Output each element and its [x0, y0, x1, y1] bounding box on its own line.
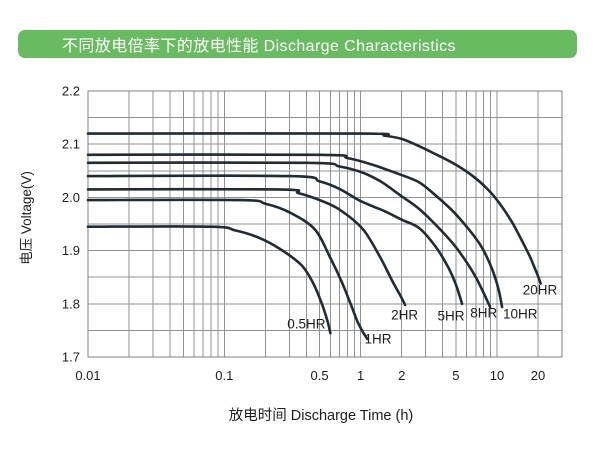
y-axis-title: 电压 Voltage(V) [19, 171, 34, 265]
curve-label-1HR: 1HR [364, 331, 391, 346]
chart-title-banner: 不同放电倍率下的放电性能 Discharge Characteristics [18, 30, 577, 58]
curve-label-2HR: 2HR [391, 308, 418, 323]
x-tick-label: 5 [452, 368, 459, 383]
x-tick-label: 0.1 [215, 368, 233, 383]
y-tick-label: 1.8 [62, 296, 80, 311]
curve-5HR [86, 174, 464, 306]
curve-label-5HR: 5HR [437, 309, 464, 324]
y-tick-label: 2.0 [62, 190, 80, 205]
curve-1HR [86, 198, 369, 341]
x-tick-label: 1 [357, 368, 364, 383]
x-tick-label: 0.01 [75, 368, 100, 383]
curve-10HR [86, 153, 504, 309]
x-axis-title: 放电时间 Discharge Time (h) [229, 407, 414, 424]
x-tick-label: 2 [398, 368, 405, 383]
curve-20HR [86, 132, 542, 285]
y-tick-label: 1.9 [62, 243, 80, 258]
curve-8HR [86, 161, 492, 309]
curve-label-8HR: 8HR [470, 305, 497, 320]
curve-label-0.5HR: 0.5HR [287, 317, 326, 332]
y-tick-label: 2.1 [62, 137, 80, 152]
curve-2HR [86, 187, 407, 307]
x-tick-label: 10 [490, 368, 504, 383]
curve-0.5HR [86, 225, 332, 335]
x-tick-label: 20 [531, 368, 545, 383]
y-tick-label: 1.7 [62, 350, 80, 365]
curve-label-10HR: 10HR [503, 306, 538, 321]
chart-title: 不同放电倍率下的放电性能 Discharge Characteristics [62, 38, 456, 55]
y-tick-label: 2.2 [62, 84, 80, 99]
x-tick-label: 0.5 [311, 368, 329, 383]
curve-label-20HR: 20HR [523, 283, 558, 298]
plot-frame [87, 90, 563, 358]
